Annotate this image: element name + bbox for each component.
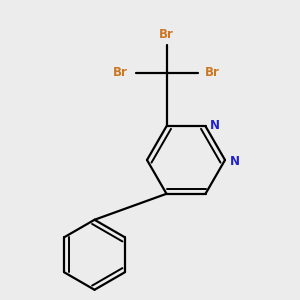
Text: Br: Br: [113, 66, 128, 79]
Text: Br: Br: [159, 28, 174, 41]
Text: N: N: [210, 119, 220, 132]
Text: Br: Br: [205, 66, 220, 79]
Text: N: N: [230, 154, 240, 167]
